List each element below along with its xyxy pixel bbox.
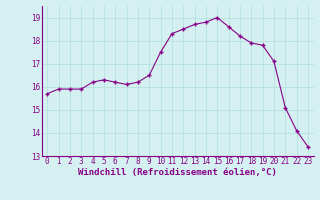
X-axis label: Windchill (Refroidissement éolien,°C): Windchill (Refroidissement éolien,°C) (78, 168, 277, 177)
